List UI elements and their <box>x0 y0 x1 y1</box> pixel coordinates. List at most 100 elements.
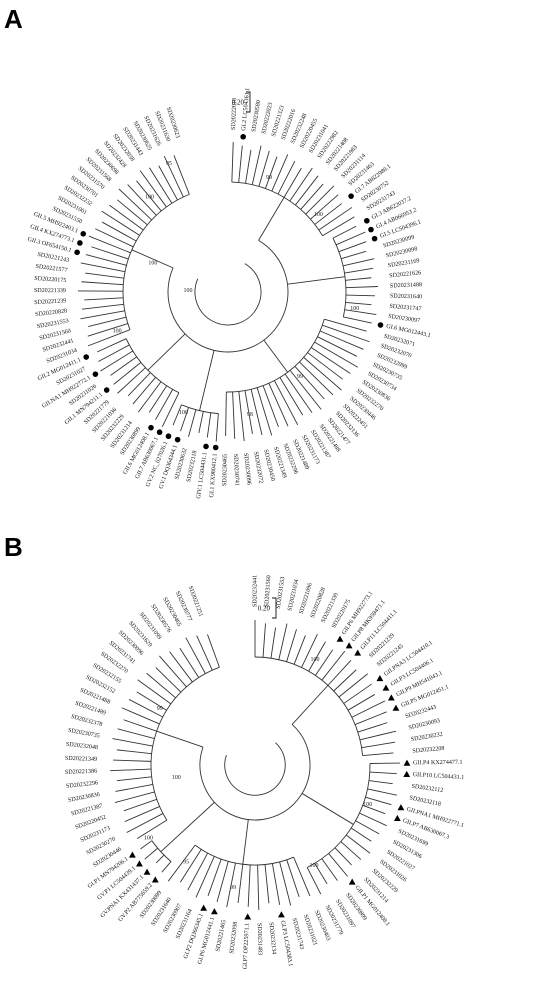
leaf-branch <box>96 338 127 353</box>
leaf-labels: SD20222010 GI.2 LC504361.1 SD20230580 SD202… <box>27 88 431 500</box>
reference-marker-circle <box>80 231 87 237</box>
leaf-branch <box>295 175 319 206</box>
sample-label: SD20230232 <box>411 732 444 743</box>
leaf-branch <box>265 156 278 189</box>
sample-label: SD20231169 <box>387 258 420 269</box>
leaf-branch <box>110 356 137 376</box>
panel-letter-b: B <box>4 532 23 562</box>
leaf-branch <box>87 323 128 337</box>
leaf-branch <box>80 262 126 273</box>
leaf-branch <box>85 254 127 266</box>
internal-branch <box>287 276 346 285</box>
sample-label: SD20221626 <box>389 270 422 279</box>
reference-marker-triangle <box>151 876 159 883</box>
reference-marker-triangle <box>382 684 390 691</box>
leaf-branch <box>319 330 364 350</box>
leaf-branch <box>303 357 342 391</box>
leaf-branch <box>87 329 131 347</box>
reference-marker-triangle <box>403 759 411 766</box>
panel-letter-a: A <box>4 4 23 34</box>
leaf-branch <box>116 749 152 755</box>
leaf-branch <box>322 324 370 343</box>
reference-strain-label: GI.2 LC504361.1 <box>241 88 251 132</box>
leaf-branch <box>257 864 260 910</box>
internal-branch <box>131 249 174 269</box>
leaf-branch <box>264 864 270 904</box>
bootstrap-value: 99 <box>297 374 303 380</box>
bootstrap-value: 95 <box>183 859 189 865</box>
sample-label: SD20232443 <box>405 705 437 721</box>
leaf-branch <box>338 673 368 698</box>
sample-label: SD20230097 <box>388 314 421 325</box>
reference-strain-label: GI.P3 LC504383.1 <box>279 920 293 967</box>
leaf-branch <box>310 194 339 220</box>
leaf-branch <box>245 149 252 184</box>
reference-strain-label: GII.P4 KX274477.1 <box>413 760 463 767</box>
leaf-branch <box>98 344 130 362</box>
reference-strain-label: GI.P7 OP225971.1 <box>243 923 251 970</box>
leaf-branch <box>344 267 374 274</box>
leaf-branch <box>81 303 124 310</box>
leaf-branch <box>225 391 227 436</box>
leaf-branch <box>113 362 142 385</box>
leaf-branch <box>84 297 124 301</box>
reference-strain-label: GIV.1 LC504431.1 <box>196 452 209 499</box>
reference-marker-circle <box>371 235 378 242</box>
leaf-branch <box>149 167 173 204</box>
sample-label: SD20231488 <box>390 282 422 289</box>
leaf-branch <box>299 361 334 396</box>
sample-label: SD20231743 <box>291 918 305 951</box>
reference-marker-circle <box>348 193 354 199</box>
sample-label: SD20221489 <box>74 701 106 717</box>
leaf-branch <box>140 840 153 850</box>
leaf-branch <box>362 804 386 815</box>
bootstrap-value: 100 <box>172 775 181 781</box>
bootstrap-value: 100 <box>350 306 359 312</box>
leaf-branch <box>121 707 160 725</box>
leaf-branch <box>123 719 157 732</box>
reference-marker-circle <box>212 444 219 451</box>
leaf-branch <box>238 145 243 183</box>
internal-branch <box>242 819 249 865</box>
leaf-branch <box>289 167 313 202</box>
leaf-branch <box>100 350 134 372</box>
sample-label: SD20232098 <box>229 922 239 955</box>
leaf-branch <box>196 635 213 671</box>
leaf-branch <box>344 309 377 315</box>
scale-bar: 0.20 <box>258 597 277 619</box>
leaf-branch <box>187 852 209 891</box>
leaf-branch <box>237 864 244 904</box>
reference-marker-triangle <box>129 851 136 858</box>
leaf-branch <box>180 407 190 432</box>
leaf-branch <box>277 160 296 195</box>
leaf-branch <box>334 847 352 866</box>
internal-branch <box>199 350 215 411</box>
leaf-branch <box>314 341 358 368</box>
leaf-branch <box>155 854 165 864</box>
reference-strain-label: GII.P10 LC504431.1 <box>413 772 465 781</box>
sample-label: SD20231021 <box>302 914 318 946</box>
leaf-branch <box>343 316 372 324</box>
reference-marker-triangle <box>354 649 362 656</box>
sample-label: SD20232118 <box>186 450 198 483</box>
leaf-branch <box>91 246 129 260</box>
sample-label: SD20221465 <box>215 919 227 952</box>
leaf-branch <box>324 318 367 332</box>
sample-label: SD20231553 <box>37 318 70 330</box>
leaf-branch <box>136 180 162 212</box>
sample-label: SD20221349 <box>65 756 97 763</box>
reference-marker-triangle <box>403 770 411 777</box>
leaf-branch <box>284 373 313 413</box>
sample-label: SD20220828 <box>35 308 68 318</box>
leaf-branch <box>359 812 387 827</box>
leaf-branch <box>345 286 378 289</box>
sample-label: SD20221577 <box>35 264 68 274</box>
sample-label: SD20230741 <box>232 454 239 486</box>
reference-marker-circle <box>83 354 89 360</box>
leaf-branch <box>126 813 164 833</box>
leaf-branch <box>118 188 152 221</box>
leaf-branch <box>115 783 153 792</box>
leaf-branch <box>340 841 362 860</box>
reference-marker-triangle <box>210 908 218 915</box>
leaf-branch <box>137 381 162 413</box>
